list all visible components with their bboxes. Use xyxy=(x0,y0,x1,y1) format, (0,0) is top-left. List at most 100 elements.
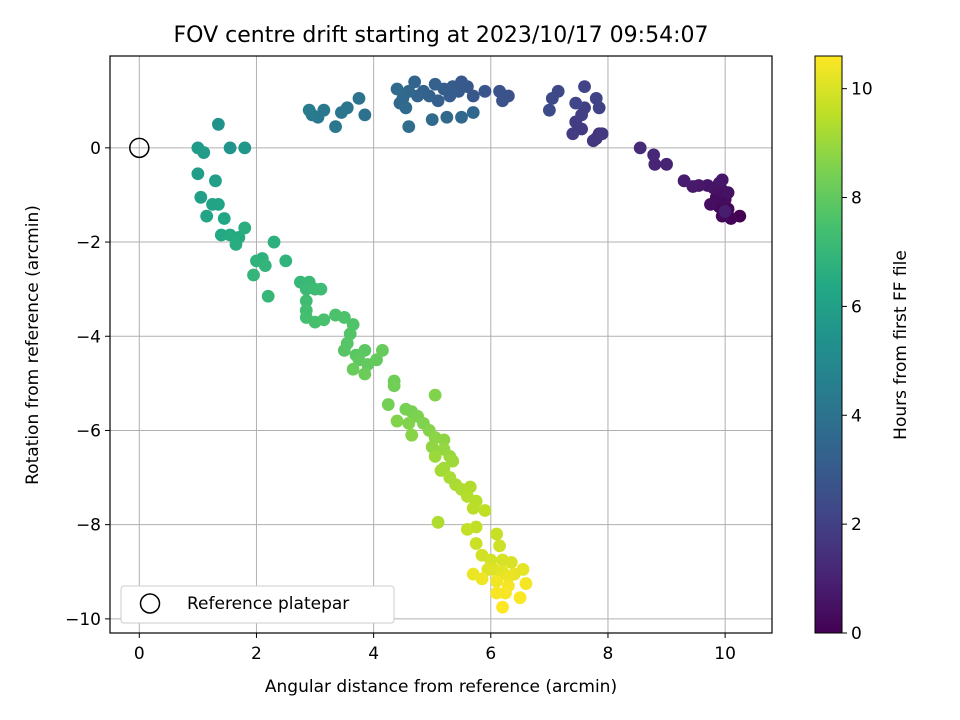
y-tick-label: −2 xyxy=(76,233,101,253)
data-point xyxy=(267,235,281,249)
data-point xyxy=(214,228,228,242)
data-point xyxy=(408,75,422,89)
data-point xyxy=(542,103,556,117)
legend-label: Reference platepar xyxy=(187,594,349,614)
data-point xyxy=(499,586,512,600)
data-point xyxy=(405,428,419,442)
data-point xyxy=(715,173,729,187)
legend-box xyxy=(120,585,395,624)
data-point xyxy=(223,141,237,155)
colorbar-tick-label: 8 xyxy=(851,189,862,209)
colorbar-tick-label: 4 xyxy=(851,406,862,426)
data-point xyxy=(490,527,504,541)
x-tick-label: 6 xyxy=(485,644,496,664)
data-point xyxy=(358,367,372,381)
grid-lines xyxy=(110,56,772,633)
data-point xyxy=(440,110,454,124)
data-point xyxy=(211,197,225,211)
data-point xyxy=(493,84,506,98)
data-point xyxy=(211,117,225,131)
data-point xyxy=(478,504,492,517)
data-point xyxy=(390,82,404,96)
data-point xyxy=(569,96,583,110)
colorbar-tick-label: 0 xyxy=(851,624,862,644)
data-point xyxy=(496,600,509,614)
reference-marker xyxy=(129,137,150,159)
chart-title: FOV centre drift starting at 2023/10/17 … xyxy=(174,23,709,48)
data-point xyxy=(490,586,504,600)
data-point xyxy=(428,388,442,402)
legend-marker xyxy=(139,593,161,614)
colorbar: 0 2 4 6 8 10 Hours from first FF file xyxy=(814,55,911,644)
data-point xyxy=(475,572,489,586)
data-point xyxy=(677,174,691,188)
x-tick-label: 0 xyxy=(134,644,145,664)
data-point xyxy=(197,146,211,159)
data-point xyxy=(633,141,647,155)
legend: Reference platepar xyxy=(120,585,395,624)
data-point xyxy=(490,574,504,588)
y-tick-label: −10 xyxy=(65,610,101,630)
data-point xyxy=(194,190,208,204)
data-point xyxy=(370,353,383,367)
y-axis-label: Rotation from reference (arcmin) xyxy=(23,205,43,485)
x-tick-label: 8 xyxy=(603,644,614,664)
data-point xyxy=(434,464,448,477)
data-point xyxy=(586,134,600,148)
data-point xyxy=(299,282,313,296)
data-point xyxy=(302,103,316,117)
data-point xyxy=(647,148,661,162)
data-point xyxy=(337,311,351,324)
data-point xyxy=(314,282,328,296)
data-point xyxy=(595,127,609,141)
y-tick-label: −4 xyxy=(76,327,101,347)
data-point xyxy=(446,454,460,468)
y-tick-label: −6 xyxy=(76,421,101,441)
data-point xyxy=(381,398,395,411)
data-point xyxy=(258,259,272,273)
data-point xyxy=(469,537,483,550)
data-point xyxy=(478,84,492,98)
data-point xyxy=(399,101,413,115)
scatter-points xyxy=(191,75,747,614)
y-tick-label: 0 xyxy=(90,139,101,159)
data-point xyxy=(493,539,506,553)
y-axis-ticks: 0 −2 −4 −6 −8 −10 xyxy=(65,139,110,630)
colorbar-tick-label: 10 xyxy=(851,80,873,100)
x-axis-label: Angular distance from reference (arcmin) xyxy=(265,677,617,697)
data-point xyxy=(238,141,252,155)
data-point xyxy=(519,577,533,590)
data-point xyxy=(428,77,442,91)
data-point xyxy=(466,106,480,119)
data-point xyxy=(437,433,451,447)
data-point xyxy=(460,522,474,536)
x-tick-label: 4 xyxy=(368,644,379,664)
data-point xyxy=(337,343,351,357)
x-axis-ticks: 0 2 4 6 8 10 xyxy=(134,633,736,664)
plot-frame xyxy=(109,55,773,634)
y-tick-label: −8 xyxy=(76,516,101,536)
data-point xyxy=(387,379,401,393)
colorbar-gradient xyxy=(814,55,843,634)
data-point xyxy=(346,362,360,376)
data-point xyxy=(431,515,445,529)
data-point xyxy=(589,91,603,105)
data-point xyxy=(466,89,480,103)
data-point xyxy=(402,120,416,134)
data-point xyxy=(504,555,518,569)
data-point xyxy=(513,591,527,605)
data-point xyxy=(376,343,389,357)
data-point xyxy=(200,209,214,223)
data-point xyxy=(566,127,580,141)
data-point xyxy=(209,174,222,188)
x-tick-label: 10 xyxy=(714,644,736,664)
data-point xyxy=(660,157,673,171)
data-point xyxy=(229,238,243,251)
data-point xyxy=(352,91,366,105)
data-point xyxy=(578,80,591,94)
data-point xyxy=(718,205,732,218)
data-point xyxy=(247,268,260,282)
x-tick-label: 2 xyxy=(251,644,262,664)
data-point xyxy=(335,106,348,119)
data-point xyxy=(501,570,515,583)
